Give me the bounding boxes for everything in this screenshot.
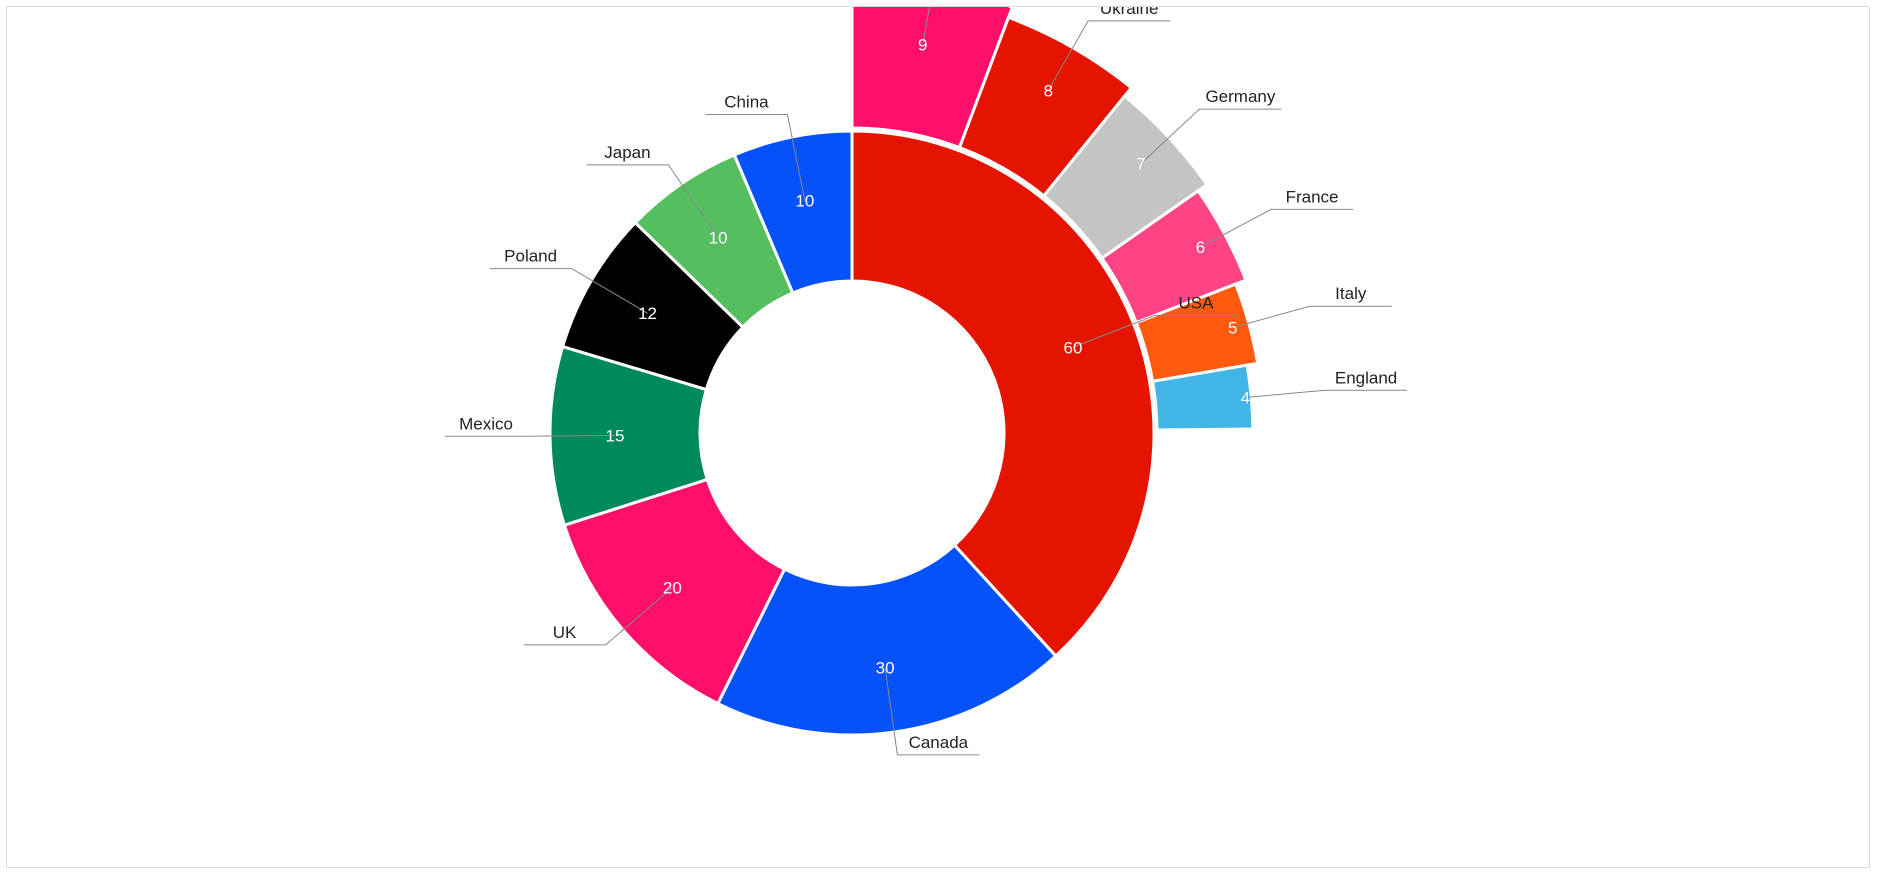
category-label-germany: Germany — [1205, 87, 1275, 106]
category-label-uk: UK — [553, 623, 577, 642]
slice-uk[interactable] — [562, 477, 786, 706]
leader-line-ukraine — [1047, 20, 1171, 91]
leader-line-germany — [1140, 108, 1282, 165]
slice-canada[interactable] — [716, 543, 1058, 737]
category-label-japan: Japan — [604, 143, 650, 162]
leader-line-france — [1200, 208, 1354, 248]
leader-lines-layer — [445, 7, 1408, 756]
slices-layer — [548, 7, 1260, 737]
category-label-ukraine: Ukraine — [1100, 7, 1159, 18]
sunburst-chart: 60USA9Russia8Ukraine7Germany6France5Ital… — [445, 7, 1408, 756]
value-label-italy: 5 — [1228, 319, 1237, 338]
value-label-russia: 9 — [918, 35, 927, 54]
value-label-germany: 7 — [1136, 155, 1145, 174]
value-label-china: 10 — [795, 192, 814, 211]
leader-line-japan — [586, 164, 719, 238]
leader-line-usa — [1072, 314, 1237, 348]
leader-line-poland — [489, 268, 648, 314]
value-label-japan: 10 — [709, 228, 728, 247]
value-label-ukraine: 8 — [1044, 81, 1053, 100]
leader-line-china — [705, 113, 806, 201]
leader-line-england — [1245, 389, 1408, 398]
value-label-mexico: 15 — [606, 426, 625, 445]
category-label-italy: Italy — [1335, 284, 1367, 303]
slice-ukraine[interactable] — [957, 15, 1133, 198]
value-label-uk: 20 — [663, 579, 682, 598]
category-label-england: England — [1335, 368, 1397, 387]
value-label-england: 4 — [1241, 388, 1250, 407]
leader-line-uk — [523, 587, 673, 646]
labels-layer: 60USA9Russia8Ukraine7Germany6France5Ital… — [459, 7, 1397, 752]
category-label-poland: Poland — [504, 247, 557, 266]
category-label-canada: Canada — [909, 733, 969, 752]
value-label-canada: 30 — [876, 659, 895, 678]
leader-line-mexico — [445, 434, 616, 437]
slice-usa[interactable] — [850, 129, 1156, 658]
category-label-mexico: Mexico — [459, 414, 513, 433]
slice-england[interactable] — [1151, 363, 1255, 432]
slice-china[interactable] — [732, 129, 854, 295]
chart-frame: 60USA9Russia8Ukraine7Germany6France5Ital… — [6, 6, 1870, 868]
category-label-france: France — [1286, 187, 1339, 206]
category-label-china: China — [724, 92, 769, 111]
category-label-usa: USA — [1179, 293, 1215, 312]
value-label-poland: 12 — [638, 304, 657, 323]
leader-line-russia — [922, 7, 931, 45]
value-label-usa: 60 — [1063, 338, 1082, 357]
leader-line-canada — [884, 667, 980, 756]
value-label-france: 6 — [1196, 238, 1205, 257]
leader-line-italy — [1232, 305, 1392, 329]
